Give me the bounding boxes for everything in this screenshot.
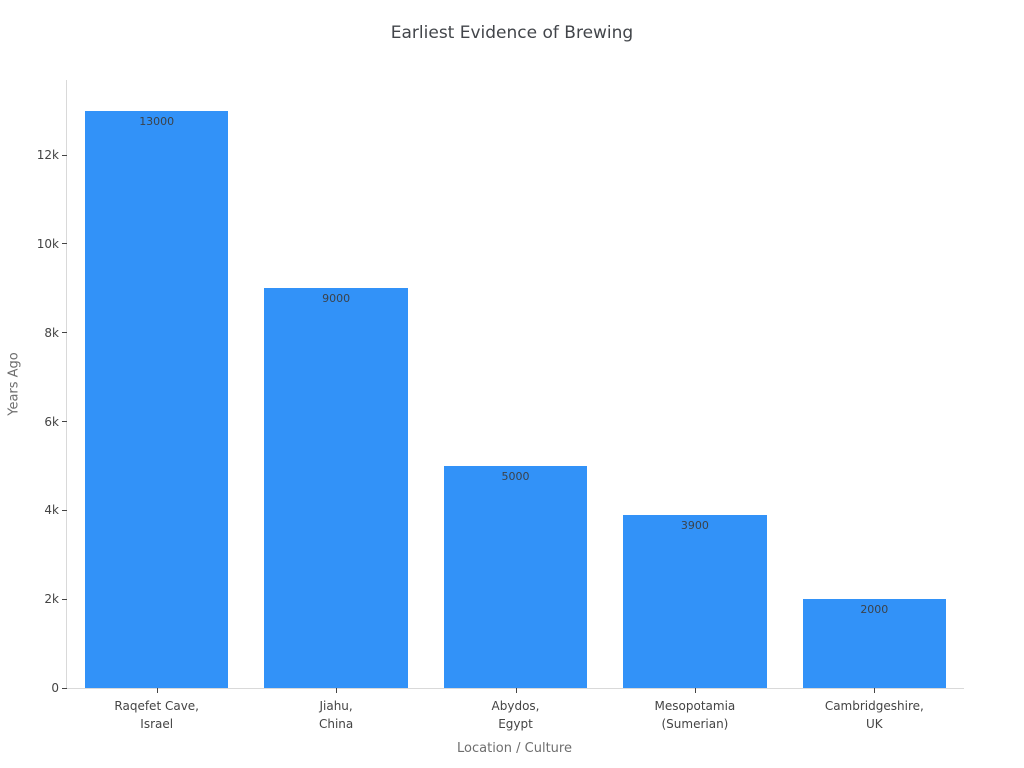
y-axis-tick: 12k [37, 148, 67, 162]
y-tick-label: 4k [44, 503, 59, 518]
bar-value-label: 9000 [322, 292, 351, 306]
bar-value-label: 3900 [680, 518, 709, 532]
x-category-label: Mesopotamia (Sumerian) [654, 699, 736, 731]
y-tick-mark [62, 598, 67, 600]
x-tick-mark [156, 688, 158, 693]
x-category-label: Cambridgeshire, UK [824, 699, 924, 731]
y-axis-tick: 0 [51, 681, 67, 695]
bar-5[interactable]: 2000 [802, 599, 947, 688]
x-axis-title: Location / Culture [457, 741, 572, 756]
bar-value-label: 2000 [860, 603, 889, 617]
bar-group: 13000 Raqefet Cave, Israel [67, 80, 246, 731]
x-tick-mark [874, 688, 876, 693]
bar-2[interactable]: 9000 [264, 288, 408, 688]
y-tick-mark [62, 332, 67, 334]
y-axis-tick: 2k [44, 592, 67, 606]
y-tick-label: 2k [44, 592, 59, 607]
y-tick-label: 0 [51, 681, 59, 695]
x-tick-mark [515, 688, 517, 693]
y-tick-mark [62, 154, 67, 156]
x-category-label: Raqefet Cave, Israel [114, 699, 199, 731]
bar-4[interactable]: 3900 [623, 514, 767, 688]
y-axis-tick: 8k [44, 326, 67, 340]
y-axis-tick: 6k [44, 415, 67, 429]
plot-area[interactable]: 0 2k 4k 6k 8k 10k 12k 13000 Raqefet Cave, Israe… [37, 80, 964, 731]
bar-3[interactable]: 5000 [443, 465, 588, 688]
y-tick-mark [62, 687, 67, 689]
y-axis-tick: 4k [44, 503, 67, 517]
y-axis-title: Years Ago [6, 352, 22, 416]
bar-group: 3900 Mesopotamia (Sumerian) [605, 80, 784, 731]
y-tick-mark [62, 509, 67, 511]
y-tick-label: 8k [44, 325, 59, 340]
y-tick-label: 10k [36, 236, 59, 251]
y-tick-mark [62, 421, 67, 423]
x-tick-mark [694, 688, 696, 693]
x-tick-mark [336, 688, 338, 693]
y-tick-label: 12k [36, 148, 59, 163]
bar-value-label: 13000 [139, 114, 175, 128]
y-tick-mark [62, 243, 67, 245]
y-axis-tick: 10k [37, 237, 67, 251]
bar-value-label: 5000 [501, 469, 530, 483]
bar-group: 2000 Cambridgeshire, UK [785, 80, 964, 731]
x-category-label: Abydos, Egypt [491, 699, 540, 731]
bar-group: 9000 Jiahu, China [246, 80, 425, 731]
x-category-label: Jiahu, China [318, 699, 354, 731]
bar-group: 5000 Abydos, Egypt [426, 80, 605, 731]
bar-1[interactable]: 13000 [84, 110, 229, 688]
y-axis-ticks: 0 2k 4k 6k 8k 10k 12k [37, 80, 964, 695]
chart-title: Earliest Evidence of Brewing [390, 23, 634, 43]
y-tick-label: 6k [44, 414, 59, 429]
bar-series: 13000 Raqefet Cave, Israel 9000 Jiahu, Chin… [67, 80, 964, 731]
